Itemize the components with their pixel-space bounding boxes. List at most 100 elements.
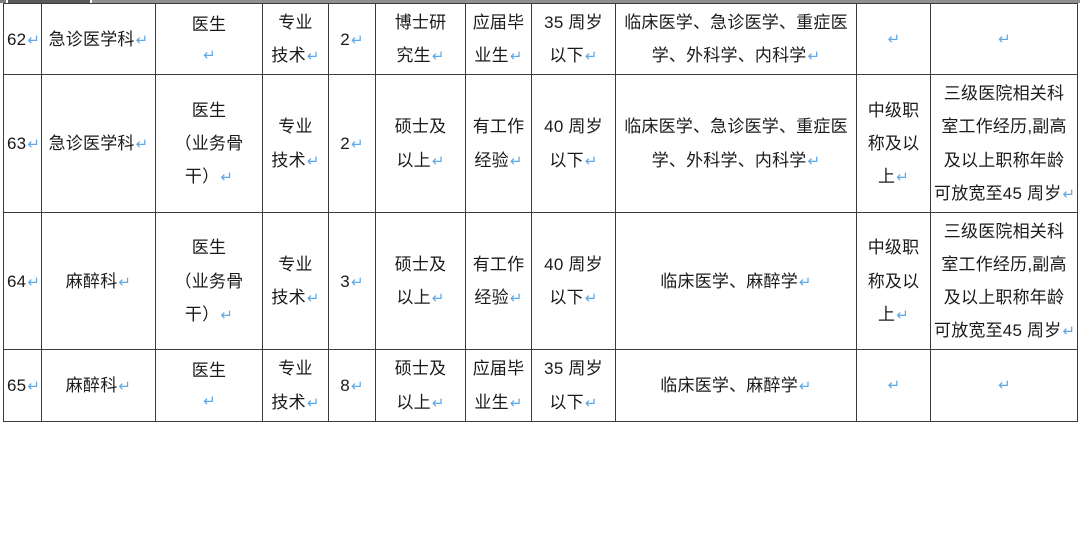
cell-age[interactable]: 35 周岁 以下↵ bbox=[531, 2, 616, 76]
paragraph-mark-icon: ↵ bbox=[807, 151, 821, 170]
top-strip-segment-left bbox=[0, 0, 6, 3]
cell-age[interactable]: 35 周岁 以下↵ bbox=[531, 349, 616, 422]
cell-remark[interactable]: 三级医院相关科 室工作经历,副高 及以上职称年龄 可放宽至45 周岁↵ bbox=[930, 211, 1078, 351]
cell-line: 博士研 bbox=[394, 13, 447, 32]
hire-count: 8↵ bbox=[340, 375, 364, 395]
paragraph-mark-icon: ↵ bbox=[350, 272, 364, 291]
cell-line: 技术↵ bbox=[271, 46, 320, 66]
cell-post[interactable]: 医生 ↵ bbox=[155, 349, 263, 422]
cell-line: 35 周岁 bbox=[544, 13, 603, 32]
cell-department[interactable]: 麻醉科↵ bbox=[41, 349, 156, 422]
paragraph-mark-icon: ↵ bbox=[118, 376, 132, 395]
paragraph-mark-icon: ↵ bbox=[27, 272, 41, 291]
cell-no[interactable]: 64↵ bbox=[3, 211, 42, 351]
paragraph-mark-icon: ↵ bbox=[27, 134, 41, 153]
cell-line: 医生 bbox=[191, 14, 227, 34]
paragraph-mark-icon: ↵ bbox=[203, 392, 216, 411]
cell-experience[interactable]: 应届毕 业生↵ bbox=[465, 2, 532, 76]
cell-line: 以上↵ bbox=[396, 150, 445, 170]
cell-line: 应届毕 bbox=[472, 359, 525, 379]
cell-education[interactable]: 硕士及 以上↵ bbox=[375, 211, 466, 351]
table-row[interactable]: 62↵ 急诊医学科↵ 医生 ↵ 专业 技术↵ 2↵ 博士研 究生↵ 应届毕 业生↵ 35 周岁 以下↵ 临… bbox=[3, 2, 1078, 76]
cell-major[interactable]: 临床医学、麻醉学↵ bbox=[615, 349, 857, 422]
cell-post[interactable]: 医生 （业务骨 干）↵ bbox=[155, 74, 263, 213]
cell-line: 以上↵ bbox=[396, 392, 445, 412]
cell-department[interactable]: 急诊医学科↵ bbox=[41, 2, 156, 76]
cell-line: 学、外科学、内科学↵ bbox=[651, 46, 821, 66]
cell-line: 专业 bbox=[278, 254, 313, 274]
paragraph-mark-icon: ↵ bbox=[584, 393, 598, 412]
cell-line: 硕士及 bbox=[394, 359, 447, 379]
cell-no[interactable]: 65↵ bbox=[3, 349, 42, 422]
top-strip-segment-mid bbox=[8, 0, 90, 3]
cell-count[interactable]: 8↵ bbox=[328, 349, 376, 422]
cell-category[interactable]: 专业技术↵ bbox=[262, 2, 329, 76]
cell-major[interactable]: 临床医学、急诊医学、重症医 学、外科学、内科学↵ bbox=[615, 74, 857, 213]
cell-line: 中级职 bbox=[867, 238, 920, 258]
paragraph-mark-icon: ↵ bbox=[135, 30, 149, 49]
cell-experience[interactable]: 有工作 经验↵ bbox=[465, 74, 532, 213]
cell-category[interactable]: 专业 技术↵ bbox=[262, 349, 329, 422]
cell-title[interactable]: ↵ bbox=[856, 349, 931, 422]
cell-line: 学、外科学、内科学↵ bbox=[651, 150, 821, 170]
paragraph-mark-icon: ↵ bbox=[509, 47, 523, 66]
cell-line: （业务骨 bbox=[174, 271, 244, 291]
paragraph-mark-icon: ↵ bbox=[509, 151, 523, 170]
cell-post[interactable]: 医生 ↵ bbox=[155, 2, 263, 76]
cell-experience[interactable]: 应届毕 业生↵ bbox=[465, 349, 532, 422]
cell-age[interactable]: 40 周岁 以下↵ bbox=[531, 74, 616, 213]
cell-remark[interactable]: 三级医院相关科 室工作经历,副高 及以上职称年龄 可放宽至45 周岁↵ bbox=[930, 74, 1078, 213]
paragraph-mark-icon: ↵ bbox=[509, 393, 523, 412]
cell-experience[interactable]: 有工作 经验↵ bbox=[465, 211, 532, 351]
paragraph-mark-icon: ↵ bbox=[896, 305, 909, 324]
paragraph-mark-icon: ↵ bbox=[350, 134, 364, 153]
row-number: 64↵ bbox=[7, 271, 41, 291]
cell-remark[interactable]: ↵ bbox=[930, 2, 1078, 76]
cell-title[interactable]: 中级职 称及以 上↵ bbox=[856, 74, 931, 213]
paragraph-mark-icon: ↵ bbox=[584, 151, 598, 170]
cell-line: 及以上职称年龄 bbox=[943, 288, 1065, 308]
cell-line: 技术↵ bbox=[271, 392, 320, 412]
cell-count[interactable]: 3↵ bbox=[328, 211, 376, 351]
cell-no[interactable]: 62↵ bbox=[3, 2, 42, 76]
cell-line: 专业 bbox=[278, 13, 313, 32]
cell-department[interactable]: 麻醉科↵ bbox=[41, 211, 156, 351]
top-strip-segment-right bbox=[92, 0, 1080, 3]
cell-remark[interactable]: ↵ bbox=[930, 349, 1078, 422]
cell-line: 三级医院相关科 bbox=[943, 221, 1065, 241]
cell-line: 40 周岁 bbox=[544, 254, 603, 274]
paragraph-mark-icon: ↵ bbox=[306, 47, 320, 66]
cell-age[interactable]: 40 周岁 以下↵ bbox=[531, 211, 616, 351]
cell-line: 干）↵ bbox=[184, 304, 234, 324]
cell-line: 急诊医学科↵ bbox=[48, 133, 149, 153]
cell-education[interactable]: 硕士及以上↵ bbox=[375, 74, 466, 213]
cell-category[interactable]: 专业 技术↵ bbox=[262, 211, 329, 351]
cell-post[interactable]: 医生 （业务骨 干）↵ bbox=[155, 211, 263, 351]
cell-education[interactable]: 硕士及以上↵ bbox=[375, 349, 466, 422]
table-row[interactable]: 64↵ 麻醉科↵ 医生 （业务骨 干）↵ 专业 技术↵ 3↵ 硕士及 以上↵ 有工作 经验↵ 40 周岁… bbox=[3, 211, 1078, 351]
cell-major[interactable]: 临床医学、急诊医学、重症医 学、外科学、内科学↵ bbox=[615, 2, 857, 76]
cell-title[interactable]: 中级职 称及以 上↵ bbox=[856, 211, 931, 351]
cell-count[interactable]: 2↵ bbox=[328, 2, 376, 76]
cell-title[interactable]: ↵ bbox=[856, 2, 931, 76]
paragraph-mark-icon: ↵ bbox=[896, 168, 909, 187]
cell-line: 上↵ bbox=[878, 167, 909, 187]
paragraph-mark-icon: ↵ bbox=[509, 289, 523, 308]
cell-line: 三级医院相关科 bbox=[943, 84, 1065, 104]
table-row[interactable]: 65↵ 麻醉科↵ 医生 ↵ 专业 技术↵ 8↵ 硕士及 以上↵ 应届毕 业生↵ 35 周岁 以下↵ 临床医… bbox=[3, 349, 1078, 422]
cell-no[interactable]: 63↵ bbox=[3, 74, 42, 213]
cell-department[interactable]: 急诊医学科↵ bbox=[41, 74, 156, 213]
paragraph-mark-icon: ↵ bbox=[27, 376, 41, 395]
paragraph-mark-icon: ↵ bbox=[887, 375, 901, 394]
cell-line: 可放宽至45 周岁↵ bbox=[934, 321, 1076, 341]
recruitment-position-table: 62↵ 急诊医学科↵ 医生 ↵ 专业 技术↵ 2↵ 博士研 究生↵ 应届毕 业生↵ 35 周岁 以下↵ 临… bbox=[3, 2, 1078, 422]
cell-education[interactable]: 博士研 究生↵ bbox=[375, 2, 466, 76]
cell-count[interactable]: 2↵ bbox=[328, 74, 376, 213]
hire-count: 3↵ bbox=[340, 271, 364, 291]
cell-category[interactable]: 专业 技术↵ bbox=[262, 74, 329, 213]
cell-line: 硕士及 bbox=[394, 117, 447, 137]
hire-count: 2↵ bbox=[340, 29, 364, 49]
cell-major[interactable]: 临床医学、麻醉学↵ bbox=[615, 211, 857, 351]
paragraph-mark-icon: ↵ bbox=[798, 272, 812, 291]
table-row[interactable]: 63↵ 急诊医学科↵ 医生 （业务骨 干）↵ 专业 技术↵ 2↵ 硕士及 以上↵ 有工作 经验↵ 40 … bbox=[3, 74, 1078, 213]
